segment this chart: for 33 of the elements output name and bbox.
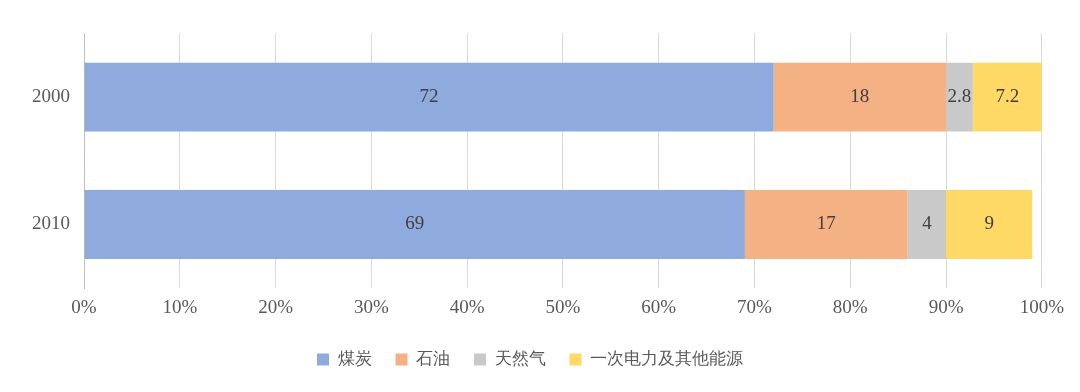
legend-label: 石油 bbox=[416, 347, 450, 368]
data-label: 17 bbox=[816, 212, 836, 234]
x-tick-label: 80% bbox=[832, 295, 868, 317]
data-label: 2.8 bbox=[947, 85, 972, 107]
data-label: 9 bbox=[984, 212, 994, 234]
x-tick-label: 20% bbox=[258, 295, 294, 317]
bar bbox=[744, 190, 908, 259]
x-tick-label: 100% bbox=[1019, 295, 1065, 317]
bar bbox=[773, 62, 947, 132]
legend-label: 一次电力及其他能源 bbox=[590, 347, 743, 368]
bar bbox=[946, 62, 973, 132]
x-tick-label: 90% bbox=[928, 295, 964, 317]
data-label: 4 bbox=[922, 212, 933, 234]
bar bbox=[972, 62, 1042, 132]
legend-label: 煤炭 bbox=[337, 347, 372, 368]
legend-label: 天然气 bbox=[494, 347, 546, 368]
data-label: 7.2 bbox=[995, 85, 1020, 107]
x-tick-label: 50% bbox=[545, 295, 581, 317]
bar bbox=[946, 190, 1033, 259]
y-tick-label: 2000 bbox=[32, 85, 70, 107]
data-label: 72 bbox=[419, 85, 439, 107]
x-tick-label: 70% bbox=[737, 295, 773, 317]
bar bbox=[84, 62, 774, 132]
x-tick-label: 10% bbox=[162, 295, 198, 317]
x-tick-label: 0% bbox=[71, 295, 97, 317]
x-tick-label: 40% bbox=[449, 295, 485, 317]
x-tick-label: 60% bbox=[641, 295, 677, 317]
data-label: 18 bbox=[850, 85, 870, 107]
y-tick-label: 2010 bbox=[32, 212, 70, 234]
bar bbox=[84, 190, 745, 259]
bar bbox=[907, 190, 947, 259]
data-label: 69 bbox=[405, 212, 425, 234]
x-tick-label: 30% bbox=[353, 295, 389, 317]
